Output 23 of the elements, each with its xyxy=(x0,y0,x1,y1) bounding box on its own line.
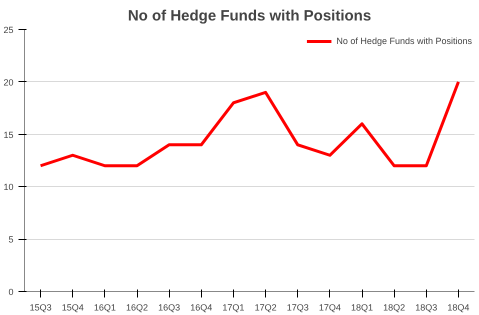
y-tick-label: 20 xyxy=(3,77,14,88)
x-tick-label: 17Q2 xyxy=(254,302,277,312)
x-tick-label: 18Q1 xyxy=(350,302,374,312)
chart-title: No of Hedge Funds with Positions xyxy=(128,8,372,24)
y-tick-label: 25 xyxy=(3,25,14,35)
x-tick-label: 17Q3 xyxy=(286,302,309,312)
x-tick-label: 16Q2 xyxy=(126,302,148,312)
x-tick-label: 18Q2 xyxy=(383,302,406,312)
line-series xyxy=(39,80,460,168)
x-tick-label: 16Q4 xyxy=(190,302,212,312)
y-tick-label: 5 xyxy=(8,234,14,245)
y-tick-label: 10 xyxy=(3,182,14,192)
y-tick-label: 15 xyxy=(3,130,14,140)
x-tick-label: 17Q1 xyxy=(222,302,244,312)
x-tick-label: 18Q4 xyxy=(447,302,470,312)
x-tick-label: 15Q4 xyxy=(62,302,84,312)
x-tick-label: 18Q3 xyxy=(415,302,438,312)
x-tick-label: 15Q3 xyxy=(30,302,52,312)
x-tick-label: 16Q3 xyxy=(158,302,180,312)
x-tick-label: 16Q1 xyxy=(94,302,116,312)
y-tick-label: 0 xyxy=(8,287,14,297)
x-tick-label: 17Q4 xyxy=(318,302,341,312)
legend-label: No of Hedge Funds with Positions xyxy=(336,36,472,46)
